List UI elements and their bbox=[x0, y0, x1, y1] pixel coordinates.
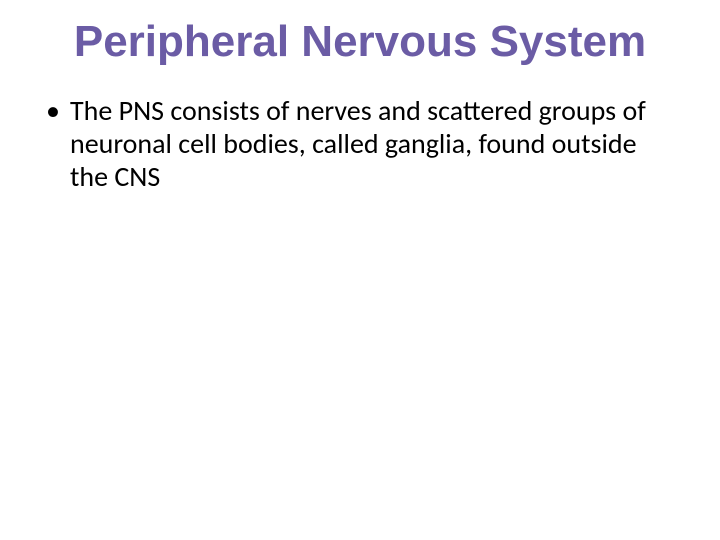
bullet-text: The PNS consists of nerves and scattered… bbox=[70, 93, 646, 194]
list-item: The PNS consists of nerves and scattered… bbox=[44, 94, 680, 193]
bullet-list: The PNS consists of nerves and scattered… bbox=[40, 94, 680, 193]
slide: Peripheral Nervous System The PNS consis… bbox=[0, 0, 720, 540]
slide-title: Peripheral Nervous System bbox=[40, 18, 680, 66]
slide-body: The PNS consists of nerves and scattered… bbox=[40, 94, 680, 193]
